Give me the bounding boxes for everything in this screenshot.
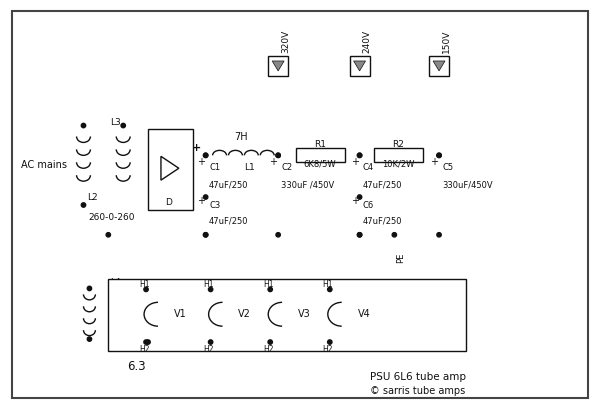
- Polygon shape: [353, 61, 365, 71]
- Circle shape: [328, 340, 332, 344]
- Text: L1: L1: [244, 163, 255, 172]
- Text: 240V: 240V: [362, 29, 371, 53]
- Circle shape: [203, 195, 208, 199]
- Text: 260-0-260: 260-0-260: [88, 213, 134, 222]
- Text: V4: V4: [358, 309, 370, 319]
- Text: H2: H2: [323, 344, 333, 353]
- Text: +: +: [197, 196, 205, 206]
- Circle shape: [358, 153, 362, 157]
- Text: H2: H2: [203, 344, 214, 353]
- Circle shape: [203, 233, 208, 237]
- Text: H2: H2: [263, 344, 274, 353]
- Text: V2: V2: [238, 309, 251, 319]
- Text: © sarris tube amps: © sarris tube amps: [370, 386, 465, 396]
- Text: H2: H2: [139, 344, 149, 353]
- Bar: [350, 56, 370, 76]
- Circle shape: [392, 233, 397, 237]
- Bar: [109, 279, 466, 351]
- Bar: [268, 56, 288, 76]
- Text: H1: H1: [203, 280, 214, 289]
- Text: H1: H1: [323, 280, 333, 289]
- Text: 47uF/250: 47uF/250: [362, 216, 402, 225]
- Circle shape: [81, 124, 86, 128]
- Text: V3: V3: [298, 309, 311, 319]
- Circle shape: [437, 153, 441, 157]
- Circle shape: [328, 287, 332, 292]
- Text: 47uF/250: 47uF/250: [209, 216, 248, 225]
- Text: L2: L2: [88, 193, 98, 202]
- Text: H1: H1: [263, 280, 274, 289]
- Text: C3: C3: [209, 202, 221, 211]
- Circle shape: [358, 233, 362, 237]
- Circle shape: [106, 233, 110, 237]
- Text: L3: L3: [110, 118, 121, 127]
- Circle shape: [81, 203, 86, 207]
- Circle shape: [437, 153, 441, 157]
- Circle shape: [208, 340, 213, 344]
- Text: +: +: [430, 157, 438, 167]
- Bar: [148, 128, 193, 210]
- Text: 47uF/250: 47uF/250: [362, 181, 402, 190]
- Circle shape: [276, 153, 280, 157]
- Polygon shape: [272, 61, 284, 71]
- Text: +: +: [269, 157, 277, 167]
- Bar: [429, 56, 449, 76]
- Circle shape: [268, 340, 272, 344]
- Circle shape: [121, 124, 125, 128]
- Circle shape: [144, 287, 148, 292]
- Text: H1: H1: [139, 280, 149, 289]
- Text: L4: L4: [110, 278, 121, 287]
- Text: 10K/2W: 10K/2W: [382, 160, 415, 169]
- Circle shape: [87, 286, 92, 291]
- Polygon shape: [433, 61, 445, 71]
- Circle shape: [146, 340, 150, 344]
- Text: 330uF/450V: 330uF/450V: [442, 181, 493, 190]
- Text: C2: C2: [281, 163, 292, 172]
- Circle shape: [203, 233, 208, 237]
- Text: +: +: [350, 157, 359, 167]
- Circle shape: [276, 233, 280, 237]
- Circle shape: [87, 337, 92, 341]
- Text: C1: C1: [209, 163, 221, 172]
- Text: 6K8/5W: 6K8/5W: [304, 160, 336, 169]
- Circle shape: [268, 287, 272, 292]
- Text: V1: V1: [174, 309, 187, 319]
- Bar: [374, 148, 423, 162]
- Text: +: +: [197, 157, 205, 167]
- Text: 7H: 7H: [235, 133, 248, 142]
- Text: R1: R1: [314, 140, 326, 149]
- Circle shape: [276, 153, 280, 157]
- Text: +: +: [350, 196, 359, 206]
- Text: PE: PE: [397, 253, 406, 263]
- Circle shape: [208, 287, 213, 292]
- Text: 330uF /450V: 330uF /450V: [281, 181, 334, 190]
- Text: 320V: 320V: [281, 29, 290, 53]
- Circle shape: [203, 153, 208, 157]
- Text: AC mains: AC mains: [21, 160, 67, 170]
- Text: D: D: [166, 198, 172, 207]
- Text: +: +: [192, 144, 202, 153]
- Bar: [296, 148, 344, 162]
- Text: PSU 6L6 tube amp: PSU 6L6 tube amp: [370, 372, 466, 382]
- Text: C4: C4: [362, 163, 374, 172]
- Text: 6.3: 6.3: [127, 360, 145, 373]
- Circle shape: [358, 195, 362, 199]
- Circle shape: [358, 233, 362, 237]
- Circle shape: [203, 153, 208, 157]
- Text: 47uF/250: 47uF/250: [209, 181, 248, 190]
- Circle shape: [358, 153, 362, 157]
- Circle shape: [437, 233, 441, 237]
- Text: 150V: 150V: [442, 29, 451, 53]
- Text: C6: C6: [362, 202, 374, 211]
- Text: C5: C5: [442, 163, 453, 172]
- Text: R2: R2: [392, 140, 404, 149]
- Circle shape: [144, 340, 148, 344]
